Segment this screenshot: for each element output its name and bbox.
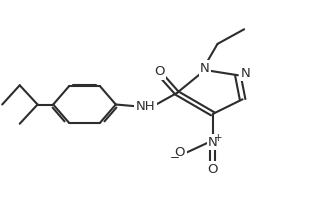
Text: −: − [169,151,179,164]
Text: O: O [154,65,165,78]
Text: +: + [214,133,223,143]
Text: N: N [241,67,251,80]
Text: O: O [208,163,218,176]
Text: N: N [200,62,210,75]
Text: N: N [208,136,218,149]
Text: NH: NH [136,100,155,113]
Text: O: O [175,147,185,159]
